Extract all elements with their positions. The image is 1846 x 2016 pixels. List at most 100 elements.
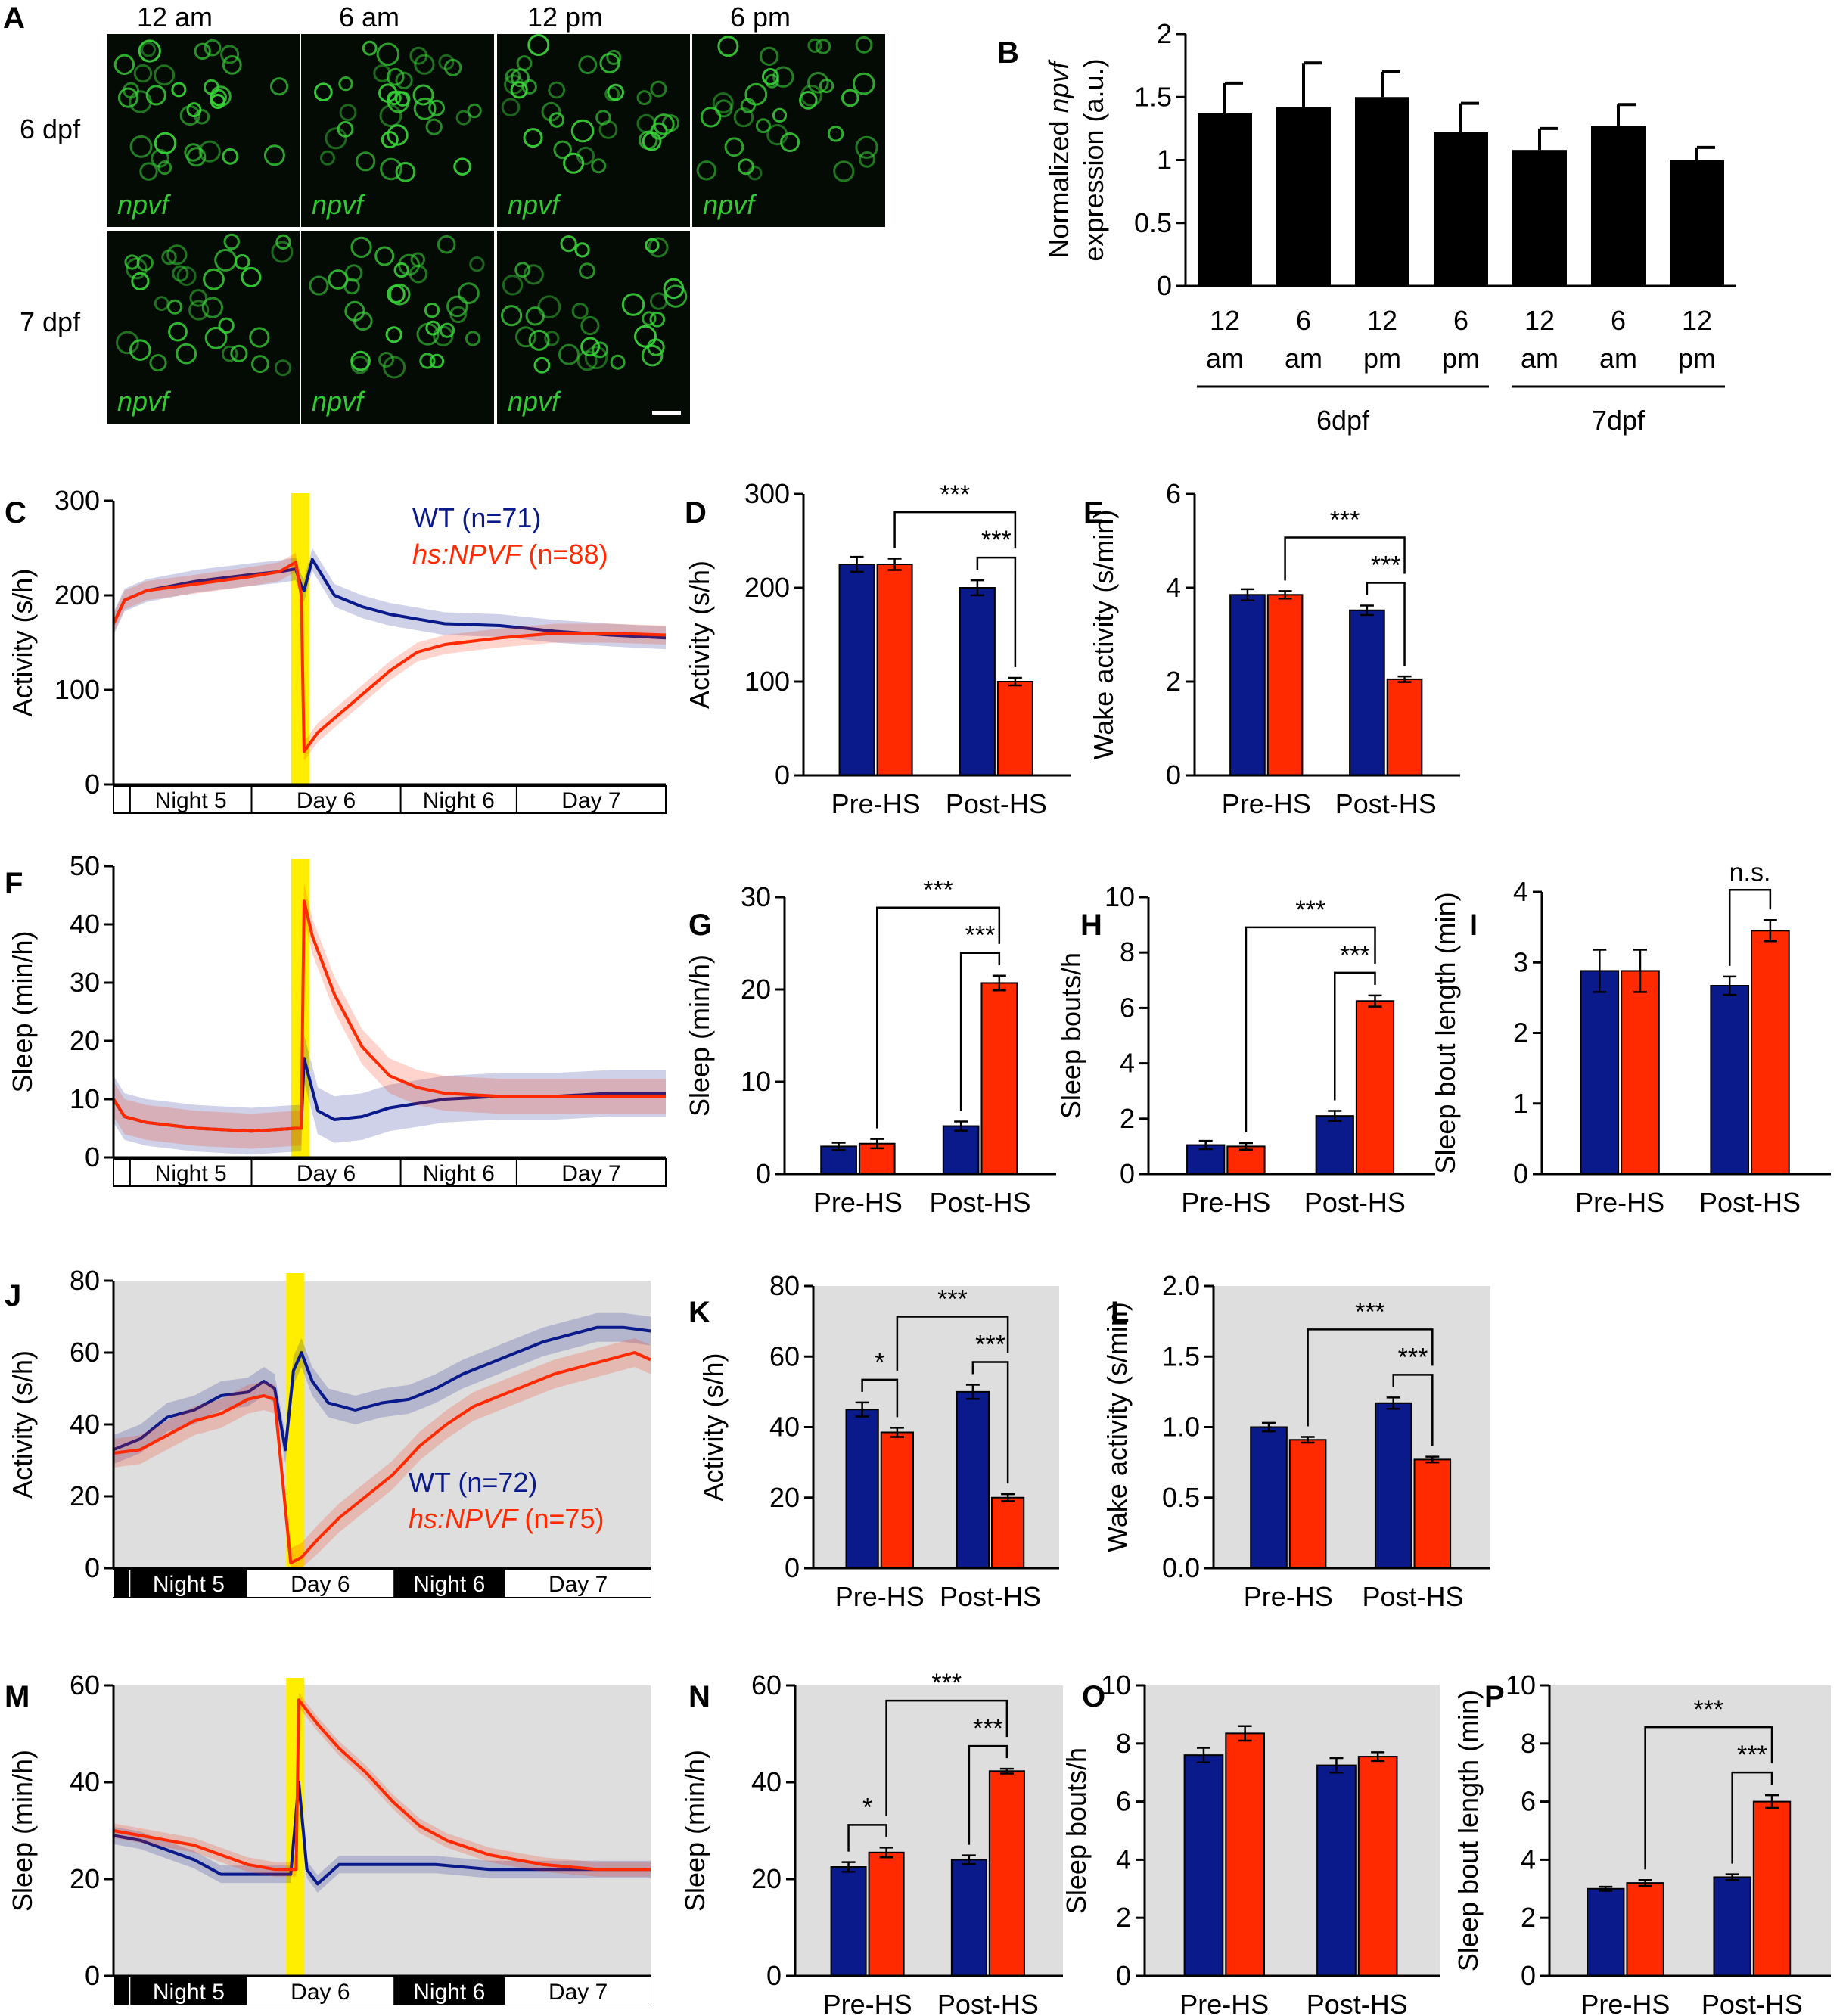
x-tick-label: Pre-HS bbox=[831, 788, 921, 819]
y-tick-label: 0 bbox=[1521, 1960, 1536, 1991]
panel-m-chart: M 0 20 40 60 Sleep (min/h) Night 5 Day 6 Night 6… bbox=[5, 1670, 651, 2005]
x-tick-label: Pre-HS bbox=[1575, 1187, 1664, 1218]
bar-hs bbox=[1413, 1458, 1452, 1570]
y-tick-label: 2 bbox=[1116, 1902, 1131, 1933]
legend-name: WT bbox=[409, 1467, 458, 1498]
bar-wt bbox=[830, 1866, 867, 1977]
y-axis-label: Sleep bouts/h bbox=[1061, 1747, 1092, 1914]
bar bbox=[1591, 126, 1646, 286]
legend-n: (n=75) bbox=[524, 1503, 604, 1534]
y-tick-label: 60 bbox=[769, 1340, 800, 1371]
significance-bracket bbox=[1245, 926, 1376, 1133]
micrograph-6dpf-12pm: npvf bbox=[497, 34, 690, 227]
x-tick-label: Pre-HS bbox=[813, 1187, 903, 1218]
significance-label: *** bbox=[1371, 551, 1401, 580]
panel-a-microscopy: A 12 am 6 am 12 pm 6 pm 6 dpf 7 dpf npvf… bbox=[0, 0, 885, 439]
series-error-band bbox=[113, 1773, 651, 1893]
y-tick-label: 10 bbox=[70, 1083, 100, 1114]
x-tick-label: 12 bbox=[1524, 305, 1555, 336]
significance-bracket bbox=[1333, 971, 1376, 1101]
panel-j-chart: J 0 20 40 60 80 Activity (s/h) Night 5 Day 6 Nigh… bbox=[5, 1265, 651, 1598]
y-tick-label: 2 bbox=[1521, 1902, 1536, 1933]
y-tick-label: 40 bbox=[769, 1412, 800, 1443]
series-error-band bbox=[113, 1312, 651, 1465]
period-label: Night 5 bbox=[155, 1161, 227, 1186]
panel-letter-m: M bbox=[5, 1680, 30, 1713]
period-label: Day 7 bbox=[561, 788, 620, 813]
x-tick-label: Pre-HS bbox=[1222, 788, 1311, 819]
y-tick-label: 1.0 bbox=[1162, 1412, 1200, 1443]
panel-i-chart: I 0 1 2 3 4 Pre-HS Post-HS Sleep bout length (mi… bbox=[1430, 858, 1831, 1218]
x-tick-label: 6 bbox=[1611, 305, 1626, 336]
bar-hs bbox=[996, 681, 1033, 776]
y-tick-label: 60 bbox=[70, 1337, 100, 1368]
significance-label: *** bbox=[1295, 896, 1325, 924]
period-label: Night 5 bbox=[153, 1572, 225, 1597]
y-axis-label: Sleep (min/h) bbox=[7, 930, 38, 1092]
y-tick-label: 0 bbox=[85, 1960, 100, 1991]
panel-c-chart: C 0 100 200 300 Activity (s/h) Night 5 Day 6 Nig… bbox=[5, 485, 667, 814]
period-day-block bbox=[505, 1570, 651, 1597]
bar-hs bbox=[991, 1496, 1025, 1569]
y-tick-label: 4 bbox=[1521, 1844, 1536, 1875]
series-error-band bbox=[113, 1035, 666, 1155]
panel-letter-n: N bbox=[688, 1680, 710, 1713]
time-label-12pm: 12 pm bbox=[527, 2, 604, 33]
x-tick-label: Pre-HS bbox=[1179, 1989, 1269, 2016]
x-tick-label: Post-HS bbox=[1699, 1187, 1801, 1218]
x-tick-label: 6 bbox=[1453, 305, 1468, 336]
significance-bracket bbox=[1307, 1328, 1434, 1427]
significance-bracket bbox=[896, 1316, 1009, 1371]
y-tick-label: 8 bbox=[1521, 1728, 1536, 1759]
period-label: Night 6 bbox=[423, 1161, 495, 1186]
bar-wt bbox=[838, 564, 875, 776]
significance-bracket bbox=[1728, 889, 1772, 966]
panel-b-chart: B 0 0.5 1 1.5 2 12 am 6 am 12 pm 6 pm 12 am 6 am 12 pm 6dpf 7… bbox=[997, 18, 1736, 436]
significance-label: * bbox=[862, 1793, 872, 1822]
heat-shock-bar bbox=[291, 493, 309, 784]
y-axis-label: Sleep bout length (min) bbox=[1453, 1690, 1484, 1971]
time-label-6pm: 6 pm bbox=[729, 2, 791, 33]
bar-wt bbox=[1580, 970, 1620, 1175]
panel-letter-o: O bbox=[1082, 1680, 1105, 1713]
y-axis-label: expression (a.u.) bbox=[1078, 58, 1109, 261]
y-tick-label: 40 bbox=[70, 1766, 100, 1797]
y-tick-label: 300 bbox=[54, 485, 100, 516]
y-tick-label: 300 bbox=[744, 478, 790, 509]
bar-wt bbox=[1315, 1115, 1354, 1176]
period-label: Day 6 bbox=[291, 1980, 350, 2005]
legend-entry: WT (n=71) bbox=[412, 502, 541, 533]
period-day-block bbox=[505, 1977, 651, 2005]
y-axis-label: Activity (s/h) bbox=[7, 1350, 38, 1499]
legend-name: WT bbox=[412, 502, 462, 533]
series-error-band bbox=[113, 1692, 651, 1877]
x-tick-label: Post-HS bbox=[929, 1187, 1030, 1218]
x-tick-label: Post-HS bbox=[946, 788, 1047, 819]
y-axis-label: Sleep bouts/h bbox=[1055, 952, 1086, 1119]
y-tick-label: 0 bbox=[85, 769, 100, 800]
legend-n: (n=71) bbox=[462, 502, 541, 533]
panel-f-chart: F 0 10 20 30 40 50 Sleep (min/h) Night 5 Day 6 Nig… bbox=[5, 850, 667, 1187]
x-tick-label: 12 bbox=[1367, 305, 1397, 336]
micrograph-6dpf-12am: npvf bbox=[107, 34, 300, 227]
y-axis-label: Wake activity (s/min) bbox=[1102, 1302, 1133, 1552]
legend-entry: WT (n=72) bbox=[409, 1467, 537, 1498]
x-tick-label: am bbox=[1521, 343, 1559, 374]
y-tick-label: 0 bbox=[1116, 1960, 1131, 1991]
significance-label: *** bbox=[975, 1331, 1005, 1359]
panel-letter-j: J bbox=[5, 1279, 21, 1312]
plot-background bbox=[113, 1281, 651, 1568]
x-tick-label: am bbox=[1285, 343, 1322, 374]
y-tick-label: 60 bbox=[751, 1670, 782, 1701]
y-tick-label: 6 bbox=[1521, 1786, 1536, 1817]
significance-label: *** bbox=[981, 526, 1012, 554]
significance-bracket bbox=[1392, 1374, 1434, 1446]
significance-label: *** bbox=[1340, 941, 1370, 970]
y-tick-label: 20 bbox=[70, 1025, 100, 1056]
series-line-hsnpvf bbox=[113, 1698, 651, 1872]
panel-letter-i: I bbox=[1469, 909, 1478, 942]
period-label: Day 6 bbox=[297, 788, 356, 813]
bar-hs bbox=[868, 1851, 905, 1977]
